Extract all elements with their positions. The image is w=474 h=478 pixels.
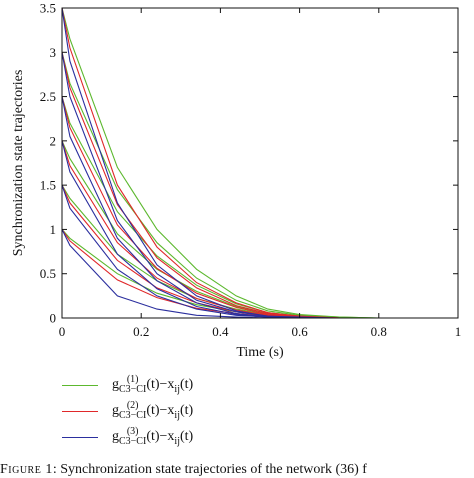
x-tick-label: 0	[59, 324, 66, 339]
legend-label: g (2) C3−CI (t)−xij(t)	[112, 401, 193, 421]
legend-label-part: g	[112, 429, 119, 445]
series-line-group2-9	[61, 96, 458, 319]
series-line-group3-15	[61, 96, 458, 319]
legend-entry: g (3) C3−CI (t)−xij(t)	[62, 424, 193, 450]
legend-label-part: (2)	[126, 400, 139, 411]
legend-label-part: ij	[174, 435, 180, 447]
axis-ticks: 0 0.2 0.4 0.6 0.8 1 0 0.5 1 1.5 2 2.5 3 3.5	[40, 1, 462, 340]
y-tick-label: 0	[50, 311, 57, 326]
y-tick-label: 1	[50, 222, 57, 237]
series-line-group2-8	[61, 52, 458, 319]
x-tick-label: 0.6	[291, 324, 308, 339]
series-line-group3-17	[61, 184, 458, 319]
y-axis-label: Synchronization state trajectories	[11, 70, 26, 257]
legend-script-stack: (2) C3−CI	[119, 401, 146, 421]
y-tick-label: 3	[50, 45, 57, 60]
y-tick-label: 0.5	[40, 266, 56, 281]
legend-script-stack: (1) C3−CI	[119, 375, 146, 395]
series-line-group1-2	[61, 52, 458, 319]
figure-label: Figure 1	[0, 462, 53, 477]
series-line-group1-5	[61, 184, 458, 319]
legend-label-part: (t)−x	[146, 403, 175, 419]
legend-label-part: g	[112, 403, 119, 419]
x-tick-label: 0.2	[133, 324, 149, 339]
y-tick-label: 2	[50, 133, 57, 148]
series-lines	[61, 7, 458, 319]
legend-label-part: (t)	[179, 429, 194, 445]
y-tick-label: 3.5	[40, 1, 56, 16]
legend-label-part: (3)	[126, 426, 139, 437]
chart-plot: 0 0.2 0.4 0.6 0.8 100.511.522.533.5 Time (s) …	[11, 1, 462, 361]
legend-swatch	[62, 436, 98, 438]
legend-label-part: (t)	[179, 377, 194, 393]
legend-entry: g (1) C3−CI (t)−xij(t)	[62, 372, 193, 398]
legend-entry: g (2) C3−CI (t)−xij(t)	[62, 398, 193, 424]
legend-script-stack: (3) C3−CI	[119, 427, 146, 447]
x-tick-label: 0.4	[212, 324, 229, 339]
legend-label-part: (t)−x	[146, 429, 175, 445]
legend-label: g (3) C3−CI (t)−xij(t)	[112, 427, 193, 447]
legend-label-part: (t)−x	[146, 377, 175, 393]
y-tick-label: 1.5	[40, 178, 56, 193]
legend-label-part: C3−CI	[119, 384, 147, 395]
series-line-group3-14	[61, 52, 458, 319]
y-tick-label: 2.5	[40, 89, 56, 104]
chart-legend: g (1) C3−CI (t)−xij(t) g (2) C3−CI (t)−xij(t) g(…	[62, 372, 193, 450]
series-line-group1-3	[61, 96, 458, 319]
legend-label-part: g	[112, 377, 119, 393]
plot-frame	[61, 7, 459, 319]
legend-label-part: C3−CI	[119, 436, 147, 447]
legend-label-part: C3−CI	[119, 410, 147, 421]
legend-label: g (1) C3−CI (t)−xij(t)	[112, 375, 193, 395]
legend-label-part: ij	[174, 383, 180, 395]
legend-swatch	[62, 384, 98, 386]
figure-caption: Figure 1: Synchronization state trajecto…	[0, 462, 474, 478]
x-tick-label: 1	[455, 324, 462, 339]
series-line-group2-11	[61, 184, 458, 319]
legend-label-part: (t)	[179, 403, 194, 419]
legend-swatch	[62, 410, 98, 412]
caption-text: : Synchronization state trajectories of …	[52, 462, 367, 477]
x-axis-label: Time (s)	[236, 345, 284, 360]
legend-label-part: (1)	[126, 374, 139, 385]
legend-label-part: ij	[174, 409, 180, 421]
x-tick-label: 0.8	[371, 324, 387, 339]
